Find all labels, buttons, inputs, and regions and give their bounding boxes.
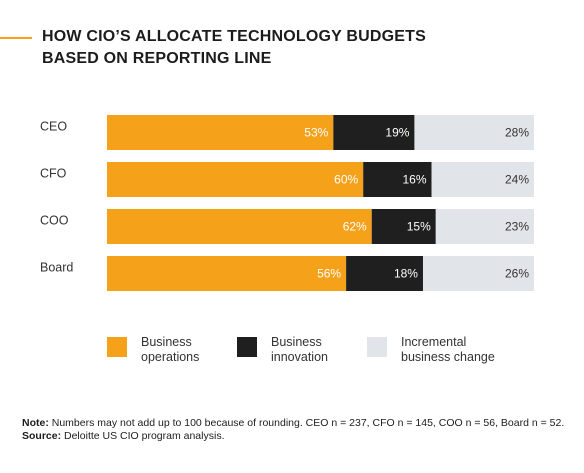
data-label-ceo-incremental-business-change: 28% — [505, 126, 529, 140]
data-label-ceo-business-innovation: 19% — [385, 126, 409, 140]
data-label-coo-business-innovation: 15% — [407, 220, 431, 234]
legend-swatch-incremental-business-change — [367, 337, 387, 357]
legend-label-incremental-business-change: Incremental business change — [401, 335, 495, 364]
bar-coo-incremental-business-change — [435, 209, 534, 244]
note-line: Note: Numbers may not add up to 100 beca… — [22, 417, 565, 429]
bar-ceo-business-operations — [107, 115, 334, 150]
chart-title: HOW CIO’S ALLOCATE TECHNOLOGY BUDGETS BA… — [42, 26, 462, 70]
stacked-bar-chart: CEO 53% 19% 28% CFO 60% 16% 24% COO 62% 15% 23% Boar… — [40, 115, 534, 291]
data-label-coo-business-operations: 62% — [343, 220, 367, 234]
legend-swatch-business-innovation — [237, 337, 257, 357]
legend-swatch-business-operations — [107, 337, 127, 357]
bar-coo-business-innovation — [371, 209, 436, 244]
footnotes: Note: Numbers may not add up to 100 beca… — [22, 417, 572, 443]
category-label-coo: COO — [40, 214, 69, 228]
chart-title-line-2: BASED ON REPORTING LINE — [42, 50, 272, 67]
category-label-board: Board — [40, 261, 73, 275]
bar-cfo-business-innovation — [363, 162, 432, 197]
bar-board-incremental-business-change — [422, 256, 534, 291]
bar-board-business-operations — [107, 256, 347, 291]
bar-coo-business-operations — [107, 209, 372, 244]
title-accent-line — [0, 37, 32, 39]
chart-title-line-1: HOW CIO’S ALLOCATE TECHNOLOGY BUDGETS — [42, 28, 426, 45]
legend-item-incremental-business-change: Incremental business change — [367, 335, 531, 365]
data-label-coo-incremental-business-change: 23% — [505, 220, 529, 234]
legend-item-business-innovation: Business innovation — [237, 335, 381, 365]
source-line: Source: Deloitte US CIO program analysis… — [22, 430, 225, 442]
data-label-ceo-business-operations: 53% — [304, 126, 328, 140]
data-label-cfo-business-innovation: 16% — [402, 173, 426, 187]
legend-item-business-operations: Business operations — [107, 335, 251, 365]
bar-cfo-business-operations — [107, 162, 364, 197]
data-label-cfo-incremental-business-change: 24% — [505, 173, 529, 187]
category-label-cfo: CFO — [40, 167, 67, 181]
bar-ceo-incremental-business-change — [414, 115, 534, 150]
legend-label-business-operations: Business operations — [141, 335, 200, 364]
legend-label-business-innovation: Business innovation — [271, 335, 328, 364]
bar-cfo-incremental-business-change — [431, 162, 534, 197]
bar-ceo-business-innovation — [333, 115, 415, 150]
data-label-board-business-innovation: 18% — [394, 267, 418, 281]
bar-board-business-innovation — [346, 256, 423, 291]
data-label-board-incremental-business-change: 26% — [505, 267, 529, 281]
category-label-ceo: CEO — [40, 120, 67, 134]
data-label-cfo-business-operations: 60% — [334, 173, 358, 187]
data-label-board-business-operations: 56% — [317, 267, 341, 281]
